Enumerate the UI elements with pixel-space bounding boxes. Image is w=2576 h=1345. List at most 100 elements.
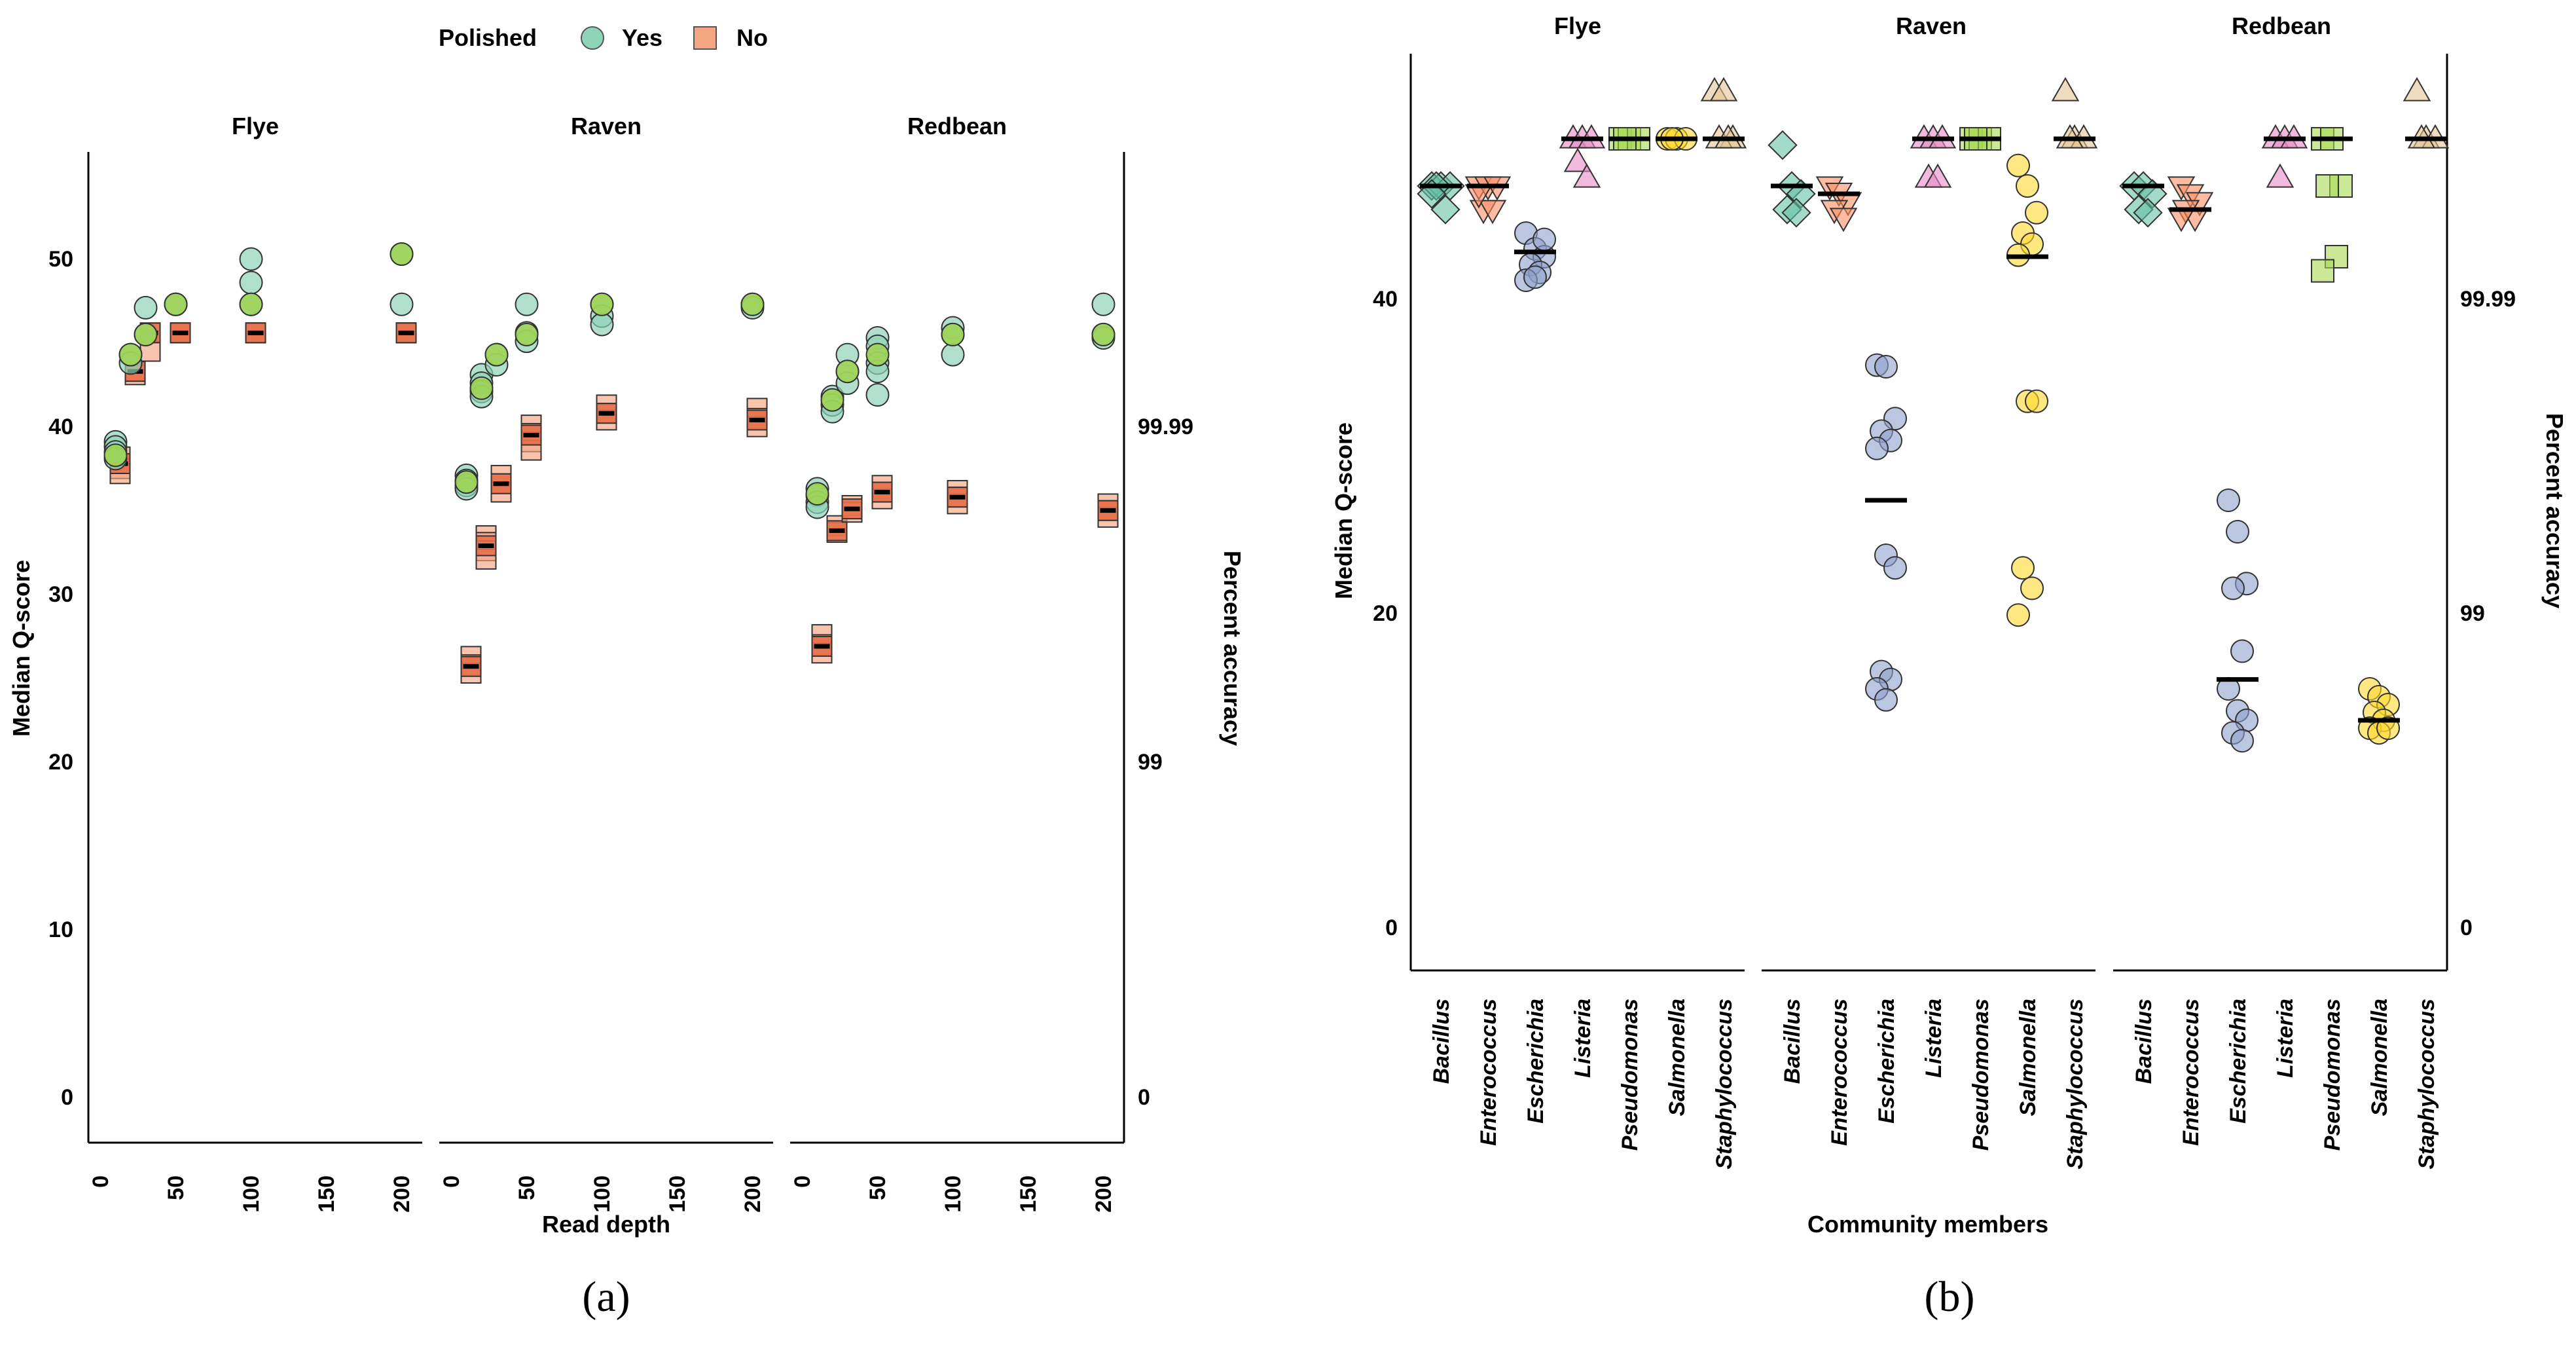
- y-axis-title-b: Median Q-score: [1330, 422, 1357, 599]
- point-polished: [590, 312, 614, 337]
- legend-title: Polished: [439, 24, 537, 51]
- x-tick-label-bacillus: Bacillus: [1429, 999, 1454, 1084]
- point-polished: [239, 247, 263, 271]
- y2-tick-label: 99.99: [1138, 415, 1193, 439]
- x-tick-label: 0: [790, 1175, 815, 1188]
- point-polished: [820, 388, 844, 412]
- point-escherichia: [2230, 729, 2254, 753]
- facet-label-b-flye: Flye: [1554, 12, 1601, 39]
- x-tick-label-escherichia: Escherichia: [1523, 999, 1548, 1124]
- point-salmonella: [2025, 389, 2048, 413]
- x-tick-label: 150: [314, 1175, 339, 1213]
- y-tick-labels-b: 0 20 40: [1373, 287, 1398, 940]
- facet-label-b-raven: Raven: [1896, 12, 1967, 39]
- point-polished: [1091, 292, 1116, 316]
- y-tick-labels-a: 0 10 20 30 40 50: [48, 247, 73, 1110]
- point-salmonella: [2020, 576, 2044, 600]
- x-tick-label-bacillus: Bacillus: [1780, 999, 1805, 1084]
- point-polished: [390, 242, 414, 266]
- point-escherichia: [2221, 576, 2245, 600]
- facet-label-b-redbean: Redbean: [2232, 12, 2331, 39]
- point-salmonella: [2006, 603, 2030, 627]
- point-staphylococcus: [2051, 77, 2080, 101]
- x-tick-label: 200: [390, 1175, 414, 1213]
- x-tick-label-enterococcus: Enterococcus: [2179, 999, 2204, 1146]
- facet-label-a-flye: Flye: [232, 113, 279, 139]
- y2-axis-title-a: Percent accuracy: [1219, 551, 1246, 746]
- legend-yes-swatch: [581, 26, 604, 50]
- y2-tick-labels-a: 0 99 99.99: [1138, 415, 1193, 1110]
- point-staphylococcus: [2403, 77, 2431, 101]
- point-polished: [941, 342, 965, 367]
- x-tick-label-pseudomonas: Pseudomonas: [1968, 999, 1993, 1151]
- point-pseudomonas: [2315, 174, 2339, 198]
- x-axis-title-a: Read depth: [542, 1211, 670, 1238]
- x-tick-label-salmonella: Salmonella: [2016, 999, 2041, 1116]
- x-tick-label-escherichia: Escherichia: [2226, 999, 2251, 1124]
- points-group-a: [103, 242, 1119, 684]
- point-bacillus: [2133, 198, 2163, 228]
- point-polished: [941, 322, 965, 346]
- point-polished: [865, 342, 890, 367]
- x-tick-label: 200: [740, 1175, 765, 1213]
- x-tick-label: 0: [439, 1175, 464, 1188]
- x-tick-label-staphylococcus: Staphylococcus: [1712, 999, 1737, 1170]
- point-polished: [239, 292, 263, 316]
- x-axis-title-b: Community members: [1807, 1211, 2048, 1238]
- point-polished: [805, 482, 829, 506]
- point-polished: [103, 443, 128, 468]
- x-tick-label-staphylococcus: Staphylococcus: [2063, 999, 2088, 1170]
- x-tick-label-bacillus: Bacillus: [2132, 999, 2156, 1084]
- point-bacillus: [1781, 198, 1811, 228]
- x-tick-label: 50: [515, 1175, 539, 1200]
- x-tick-labels-b: Bacillus Enterococcus Escherichia Lister…: [1429, 999, 2439, 1170]
- y-tick-label: 50: [48, 247, 73, 272]
- point-escherichia: [2217, 488, 2240, 512]
- point-polished: [164, 292, 188, 316]
- y-tick-label: 10: [48, 917, 73, 942]
- x-tick-label: 100: [941, 1175, 966, 1213]
- point-enterococcus: [1829, 208, 1858, 232]
- point-polished: [865, 383, 890, 407]
- x-tick-label: 150: [665, 1175, 690, 1213]
- panel-label-a: (a): [582, 1273, 630, 1321]
- x-tick-label-enterococcus: Enterococcus: [1476, 999, 1501, 1146]
- x-tick-label-listeria: Listeria: [2273, 999, 2298, 1078]
- points-group-b: [1417, 77, 2450, 753]
- y-tick-label: 0: [1385, 915, 1398, 940]
- point-polished: [134, 295, 158, 320]
- point-salmonella: [2025, 200, 2048, 225]
- point-pseudomonas: [2311, 259, 2334, 283]
- y-tick-label: 0: [61, 1085, 73, 1110]
- legend-no-label: No: [736, 24, 768, 51]
- point-escherichia: [1883, 556, 1907, 580]
- point-staphylococcus: [1709, 77, 1738, 101]
- point-bacillus: [1430, 194, 1460, 225]
- y-tick-label: 40: [1373, 287, 1398, 312]
- point-salmonella: [2016, 174, 2039, 198]
- x-tick-label: 200: [1091, 1175, 1116, 1213]
- point-polished: [390, 292, 414, 316]
- x-tick-label: 50: [865, 1175, 890, 1200]
- x-tick-label: 150: [1016, 1175, 1041, 1213]
- y2-tick-label: 99.99: [2460, 287, 2516, 312]
- point-polished: [1091, 322, 1116, 346]
- y2-tick-label: 99: [1138, 750, 1163, 775]
- point-salmonella: [2006, 153, 2030, 177]
- point-polished: [515, 292, 539, 316]
- point-polished: [134, 322, 158, 346]
- x-tick-label-listeria: Listeria: [1570, 999, 1595, 1078]
- point-listeria: [2266, 163, 2295, 188]
- point-polished: [740, 292, 765, 316]
- y2-tick-label: 0: [2460, 915, 2473, 940]
- point-polished: [484, 342, 509, 367]
- point-polished: [835, 359, 860, 384]
- y-axis-title-a: Median Q-score: [8, 560, 35, 737]
- x-tick-label-escherichia: Escherichia: [1874, 999, 1899, 1124]
- legend: Polished Yes No: [439, 24, 768, 51]
- point-listeria: [1572, 163, 1601, 188]
- x-tick-label: 0: [88, 1175, 113, 1188]
- point-polished: [515, 322, 539, 346]
- panel-label-b: (b): [1925, 1273, 1975, 1321]
